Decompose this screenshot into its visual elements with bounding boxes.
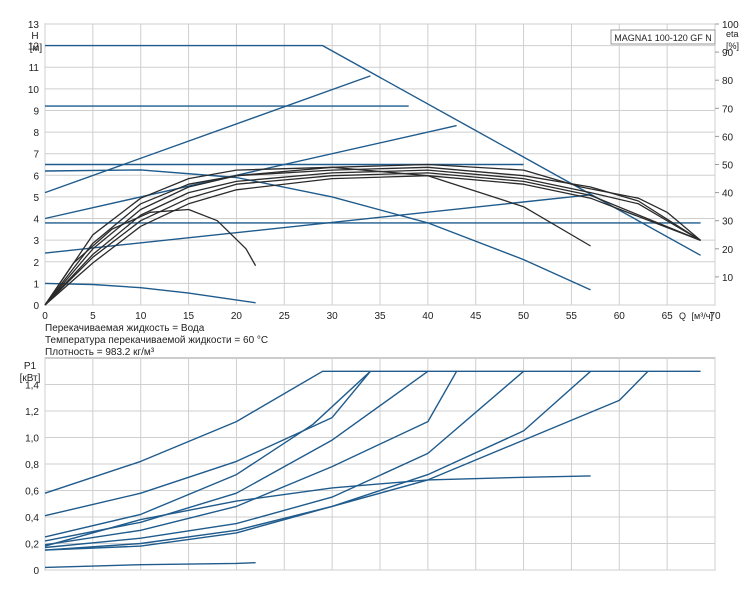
- head-tick-label: 1: [33, 279, 39, 290]
- efficiency-curve: [44, 166, 591, 306]
- efficiency-tick-label: 40: [722, 189, 734, 200]
- power-tick-label: 1,0: [25, 434, 39, 445]
- efficiency-axis-unit: [%]: [726, 41, 739, 51]
- power-curve: [44, 370, 701, 494]
- efficiency-axis-label: eta: [726, 29, 739, 39]
- power-curve: [44, 562, 256, 569]
- flow-tick-label: 55: [566, 311, 578, 322]
- efficiency-curve: [44, 172, 701, 306]
- flow-tick-label: 60: [614, 311, 626, 322]
- efficiency-curve: [44, 208, 257, 306]
- temperature-note: Температура перекачиваемой жидкости = 60…: [45, 335, 268, 346]
- head-chart-series: [44, 44, 702, 306]
- head-tick-label: 13: [28, 20, 40, 31]
- fluid-note: Перекачиваемая жидкость = Вода: [45, 323, 205, 334]
- power-curve: [44, 370, 371, 517]
- flow-tick-label: 70: [709, 311, 721, 322]
- flow-tick-label: 45: [470, 311, 482, 322]
- efficiency-tick-label: 20: [722, 245, 734, 256]
- efficiency-tick-label: 50: [722, 161, 734, 172]
- efficiency-tick-label: 60: [722, 132, 734, 143]
- head-efficiency-chart: 0 5 10 15 20 25 30 35 40 45 50 55 60 65 70012345678910…: [28, 20, 739, 358]
- efficiency-curve: [44, 169, 701, 306]
- efficiency-tick-label: 30: [722, 217, 734, 228]
- head-curve: [44, 194, 591, 254]
- head-curve: [44, 124, 457, 220]
- power-tick-label: 0,2: [25, 540, 39, 551]
- head-tick-label: 3: [33, 236, 39, 247]
- power-chart-ticks: 0 0,2 0,4 0,6 0,8 1,0 1,2 1,4: [25, 381, 39, 578]
- efficiency-tick-label: 10: [722, 273, 734, 284]
- efficiency-tick-label: 80: [722, 76, 734, 87]
- flow-tick-label: 5: [90, 311, 96, 322]
- power-curve: [44, 370, 649, 551]
- power-tick-label: 0,6: [25, 487, 39, 498]
- flow-tick-label: 15: [183, 311, 195, 322]
- head-tick-label: 4: [33, 215, 39, 226]
- head-tick-label: 0: [33, 301, 39, 312]
- head-chart-ticks: 0 5 10 15 20 25 30 35 40 45 50 55 60 65 70012345678910…: [28, 20, 739, 322]
- flow-tick-label: 30: [327, 311, 339, 322]
- head-tick-label: 8: [33, 128, 39, 139]
- head-axis-label: H: [31, 31, 38, 42]
- head-tick-label: 9: [33, 106, 39, 117]
- power-tick-label: 1,2: [25, 407, 39, 418]
- efficiency-tick-label: 100: [722, 20, 739, 31]
- power-curve: [44, 370, 371, 538]
- power-chart: 0 0,2 0,4 0,6 0,8 1,0 1,2 1,4 P1 [кВт]: [20, 357, 716, 578]
- power-chart-grid: [44, 358, 716, 571]
- flow-tick-label: 40: [422, 311, 434, 322]
- head-tick-label: 2: [33, 258, 39, 269]
- power-curve: [44, 475, 591, 547]
- flow-tick-label: 65: [662, 311, 674, 322]
- flow-axis-prefix: Q: [679, 311, 686, 321]
- power-curve: [44, 370, 458, 546]
- efficiency-tick-label: 90: [722, 48, 734, 59]
- flow-tick-label: 0: [42, 311, 48, 322]
- head-curve: [45, 44, 701, 256]
- head-axis-unit: [м]: [30, 43, 43, 54]
- flow-tick-label: 20: [231, 311, 243, 322]
- power-chart-series: [44, 370, 701, 569]
- power-axis-unit: [кВт]: [20, 373, 41, 384]
- flow-tick-label: 50: [518, 311, 530, 322]
- model-label-box: [610, 29, 716, 45]
- density-note: Плотность = 983.2 кг/м³: [45, 347, 155, 358]
- head-tick-label: 5: [33, 193, 39, 204]
- power-tick-label: 0,8: [25, 460, 39, 471]
- power-tick-label: 0: [33, 566, 39, 577]
- power-axis-label: P1: [24, 361, 37, 372]
- head-chart-grid: [44, 23, 716, 306]
- model-label: MAGNA1 100-120 GF N: [614, 33, 712, 43]
- efficiency-curve: [44, 175, 701, 306]
- flow-tick-label: 10: [135, 311, 147, 322]
- efficiency-curve: [44, 166, 701, 306]
- power-tick-label: 1,4: [25, 381, 39, 392]
- head-tick-label: 6: [33, 171, 39, 182]
- power-curve: [44, 370, 525, 549]
- head-curve: [44, 282, 256, 304]
- flow-axis-label: Q [м³/ч]: [679, 311, 713, 321]
- head-tick-label: 12: [28, 42, 40, 53]
- head-tick-label: 11: [29, 63, 40, 74]
- flow-axis-unit: [м³/ч]: [692, 311, 713, 321]
- flow-tick-label: 35: [374, 311, 386, 322]
- head-curve: [44, 75, 371, 194]
- head-curve: [44, 169, 591, 291]
- efficiency-tick-label: 70: [722, 104, 734, 115]
- power-tick-label: 0,4: [25, 513, 39, 524]
- flow-tick-label: 25: [279, 311, 291, 322]
- head-tick-label: 7: [33, 150, 39, 161]
- head-tick-label: 10: [28, 85, 40, 96]
- efficiency-curve: [44, 163, 702, 306]
